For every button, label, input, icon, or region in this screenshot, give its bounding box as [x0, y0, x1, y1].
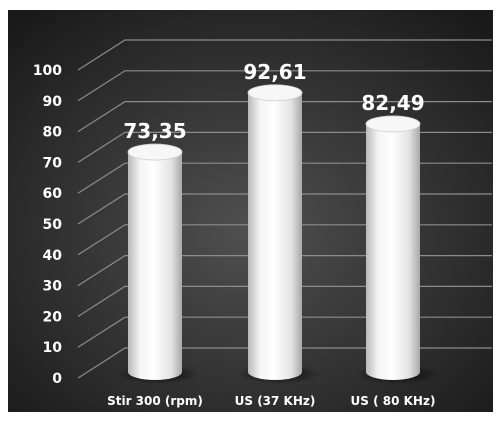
- y-tick-label: 90: [43, 94, 63, 110]
- data-label: 82,49: [361, 91, 424, 115]
- gridline: [77, 70, 492, 102]
- bar: [248, 92, 302, 380]
- y-tick-label: 60: [43, 186, 63, 202]
- bar: [366, 123, 420, 381]
- y-tick-label: 80: [43, 125, 63, 141]
- y-tick-label: 70: [43, 155, 63, 171]
- bar: [128, 152, 182, 380]
- y-tick-label: 30: [43, 279, 63, 295]
- x-tick-label: Stir 300 (rpm): [107, 394, 203, 408]
- y-tick-label: 20: [43, 309, 63, 325]
- y-tick-label: 0: [52, 371, 62, 387]
- bar-top-cap: [247, 84, 303, 102]
- data-label: 73,35: [123, 119, 186, 143]
- y-tick-label: 50: [43, 217, 63, 233]
- y-tick-label: 100: [33, 63, 62, 79]
- y-tick-label: 10: [43, 340, 63, 356]
- bar-top-cap: [127, 143, 183, 161]
- gridline: [77, 100, 492, 133]
- bar-top-cap: [365, 115, 421, 133]
- gridline: [77, 39, 492, 71]
- x-tick-label: US (37 KHz): [235, 394, 316, 408]
- x-tick-label: US ( 80 KHz): [351, 394, 436, 408]
- data-label: 92,61: [243, 60, 306, 84]
- y-tick-label: 40: [43, 248, 63, 264]
